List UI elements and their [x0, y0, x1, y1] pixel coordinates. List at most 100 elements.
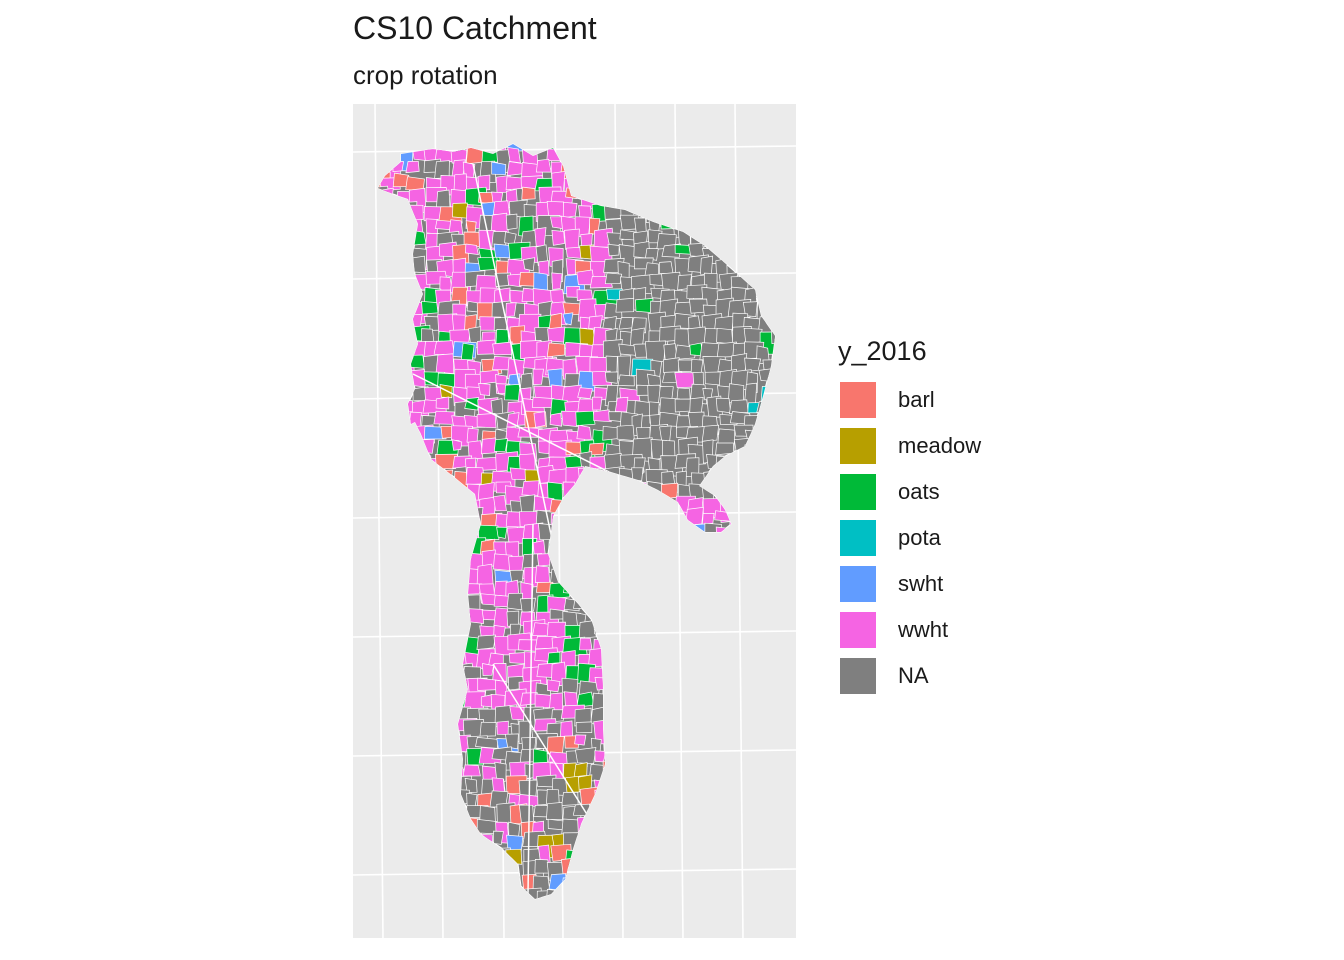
field-parcel-na [435, 189, 451, 210]
field-parcel-barl [546, 342, 565, 358]
field-parcel-na [602, 425, 619, 441]
field-parcel-wwht [478, 383, 491, 396]
catchment-map [353, 104, 796, 938]
field-parcel-wwht [565, 246, 583, 259]
field-parcel-oats [576, 691, 595, 708]
field-parcel-na [715, 397, 731, 414]
field-parcel-wwht [452, 257, 467, 275]
legend-swatch-swht [838, 564, 878, 604]
field-parcel-wwht [577, 387, 593, 399]
field-parcel-wwht [579, 637, 593, 651]
field-parcel-wwht [551, 229, 565, 246]
field-parcel-wwht [477, 174, 491, 191]
field-parcel-na [479, 721, 497, 737]
legend-label: swht [898, 571, 944, 596]
field-parcel-barl [546, 736, 565, 754]
legend-item-meadow: meadow [838, 423, 981, 469]
field-parcel-na [604, 371, 619, 384]
field-parcel-wwht [505, 302, 517, 317]
field-parcel-wwht [506, 161, 524, 177]
legend-swatch-wwht [838, 610, 878, 650]
field-parcel-wwht [561, 410, 579, 427]
field-parcel-wwht [433, 410, 455, 425]
legend-item-wwht: wwht [838, 607, 981, 653]
graticule-parallel [353, 868, 796, 876]
field-parcel-wwht [405, 160, 420, 174]
field-parcel-wwht [496, 720, 509, 735]
field-parcel-na [504, 733, 519, 750]
field-parcel-wwht [482, 663, 495, 676]
field-parcel-wwht [588, 315, 603, 329]
field-parcel-na [631, 467, 644, 482]
field-parcel-wwht [538, 260, 550, 278]
field-parcel-barl [588, 442, 605, 456]
field-parcel-na [604, 272, 623, 285]
legend-swatch-na [838, 656, 878, 696]
field-parcel-oats [478, 524, 500, 540]
field-parcel-na [744, 357, 762, 372]
field-parcel-na [688, 243, 705, 258]
field-parcel-wwht [433, 340, 455, 357]
field-parcel-na [506, 592, 523, 611]
field-parcel-na [607, 243, 620, 257]
field-parcel-swht [491, 161, 507, 176]
legend-item-oats: oats [838, 469, 981, 515]
legend-label: meadow [898, 433, 982, 458]
field-parcel-wwht [464, 243, 479, 256]
legend-item-pota: pota [838, 515, 981, 561]
field-parcel-na [509, 569, 524, 584]
field-parcel-wwht [435, 353, 455, 374]
road-line [492, 663, 594, 825]
legend-label: wwht [898, 617, 949, 642]
field-parcel-wwht [507, 273, 522, 288]
legend-swatch-pota [838, 518, 878, 558]
field-parcel-wwht [462, 764, 481, 777]
field-parcel-na [700, 255, 714, 275]
field-parcel-oats [575, 410, 596, 426]
legend-label: oats [898, 479, 940, 504]
field-parcel-na [645, 248, 659, 261]
field-parcel-wwht [551, 272, 563, 290]
field-parcel-na [505, 213, 518, 231]
field-parcel-na [578, 620, 597, 639]
field-parcel-na [659, 261, 674, 274]
field-parcel-barl [465, 220, 477, 233]
field-parcel-na [522, 257, 536, 272]
field-parcel-na [616, 424, 635, 441]
field-parcel-wwht [533, 411, 546, 428]
field-parcel-barl [405, 176, 425, 191]
graticule-meridian [734, 104, 744, 938]
field-parcel-wwht [481, 549, 496, 567]
field-parcel-na [617, 374, 635, 387]
field-parcel-wwht [521, 480, 540, 497]
field-parcel-wwht [591, 396, 603, 411]
field-parcel-na [701, 424, 720, 442]
road-line [527, 523, 534, 895]
field-parcel-wwht [492, 341, 513, 356]
field-parcel-wwht [614, 396, 629, 413]
field-parcel-na [574, 747, 597, 764]
field-parcel-na [618, 343, 636, 356]
field-parcel-na [494, 761, 507, 784]
map-title: CS10 Catchment [353, 10, 597, 46]
field-parcel-wwht [574, 734, 587, 746]
field-parcel-wwht [476, 413, 497, 429]
field-parcel-wwht [490, 212, 509, 234]
legend-label: pota [898, 525, 941, 550]
field-parcel-na [546, 802, 563, 820]
legend-item-swht: swht [838, 561, 981, 607]
field-parcel-na [475, 737, 499, 749]
legend-swatch-barl [838, 380, 878, 420]
legend-label: barl [898, 387, 935, 412]
road-line [472, 163, 554, 545]
field-parcel-wwht [532, 368, 544, 386]
field-parcel-wwht [493, 494, 507, 512]
legend-item-barl: barl [838, 377, 981, 423]
field-parcel-na [615, 297, 635, 313]
field-parcel-na [662, 357, 680, 374]
field-parcel-wwht [506, 412, 520, 428]
field-parcel-wwht [549, 412, 563, 427]
field-parcel-oats [493, 438, 508, 452]
field-parcel-na [674, 398, 693, 413]
field-parcel-na [716, 327, 734, 345]
